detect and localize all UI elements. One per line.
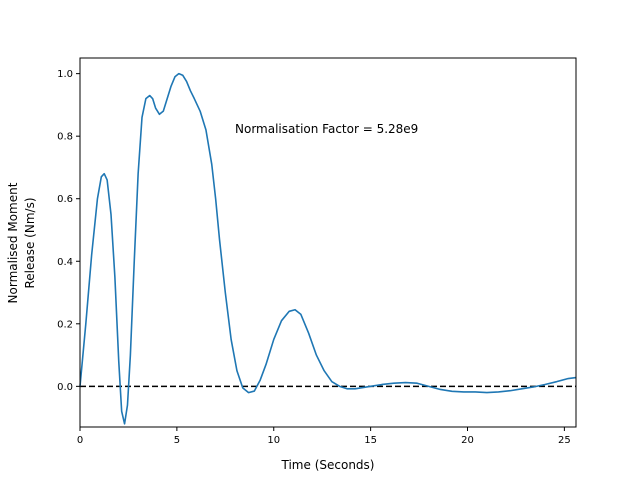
- y-tick-label: 1.0: [57, 69, 73, 80]
- y-axis-label: Normalised Moment Release (Nm/s): [6, 182, 37, 303]
- x-tick-label: 0: [77, 435, 83, 446]
- x-tick-label: 20: [461, 435, 474, 446]
- x-tick-label: 10: [267, 435, 280, 446]
- y-axis-ticks: 0.0 0.2 0.4 0.6 0.8 1.0: [57, 69, 80, 393]
- y-tick-label: 0.6: [57, 194, 73, 205]
- x-tick-label: 25: [558, 435, 571, 446]
- x-tick-label: 5: [174, 435, 180, 446]
- normalisation-factor-annotation: Normalisation Factor = 5.28e9: [235, 122, 418, 136]
- x-axis-ticks: 0 5 10 15 20 25: [77, 427, 571, 446]
- y-tick-label: 0.0: [57, 382, 73, 393]
- x-axis-label: Time (Seconds): [281, 458, 375, 472]
- axes-frame: [79, 57, 577, 428]
- y-axis-label-line-1: Normalised Moment: [6, 182, 20, 303]
- series-line: [79, 72, 577, 425]
- y-tick-label: 0.2: [57, 319, 73, 330]
- y-axis-label-line-2: Release (Nm/s): [23, 197, 37, 288]
- y-tick-label: 0.8: [57, 132, 73, 143]
- y-tick-label: 0.4: [57, 257, 73, 268]
- x-tick-label: 15: [364, 435, 377, 446]
